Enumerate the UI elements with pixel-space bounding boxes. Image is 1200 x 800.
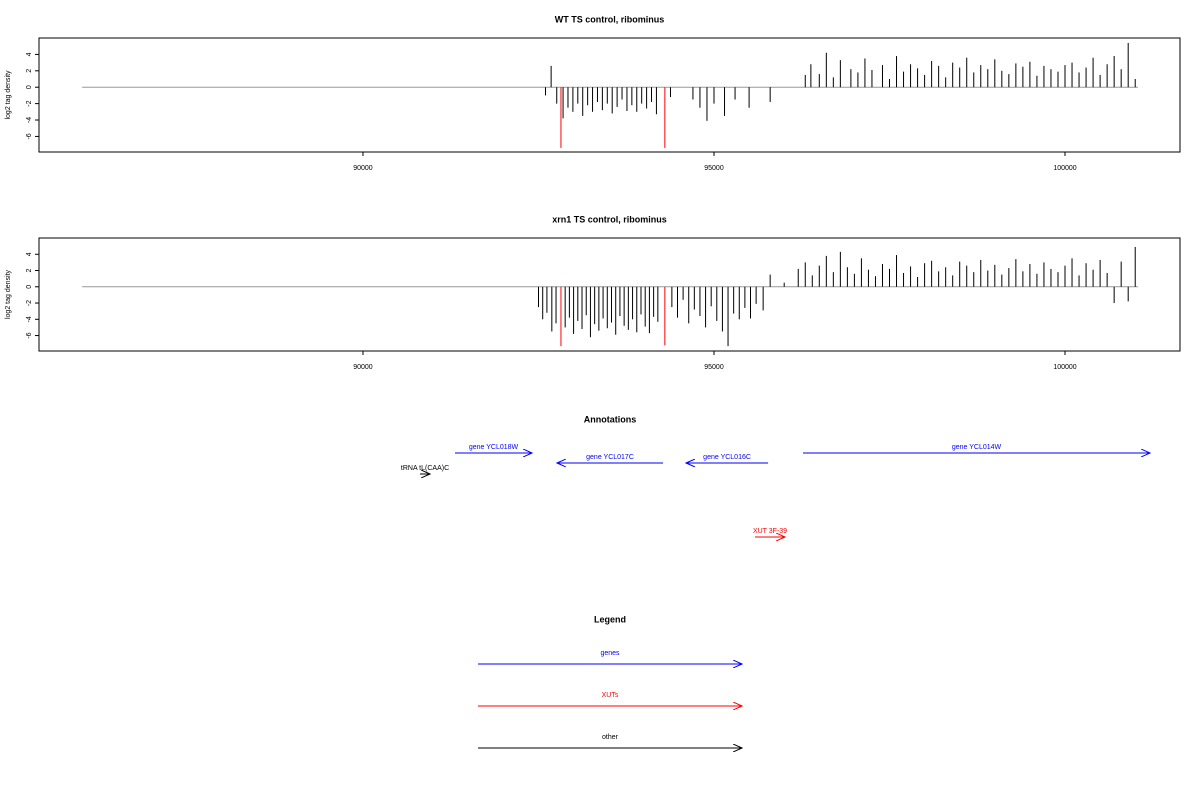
feature-label: tRNA tL(CAA)C xyxy=(401,465,449,472)
x-tick-label: 95000 xyxy=(704,165,724,172)
feature-label: XUT 3F-39 xyxy=(753,528,787,535)
chart-title: xrn1 TS control, ribominus xyxy=(552,214,667,224)
legend-label: other xyxy=(602,734,619,741)
legend-label: XUTs xyxy=(602,692,619,699)
y-tick-label: 0 xyxy=(26,285,33,289)
y-tick-label: -4 xyxy=(26,117,33,123)
y-tick-label: -2 xyxy=(26,100,33,106)
y-axis-label: log2 tag density xyxy=(5,269,12,319)
y-tick-label: -6 xyxy=(26,332,33,338)
legend-label: genes xyxy=(600,650,620,657)
legend-title: Legend xyxy=(594,614,626,624)
x-tick-label: 100000 xyxy=(1053,165,1076,172)
y-tick-label: -6 xyxy=(26,133,33,139)
y-tick-label: 4 xyxy=(26,52,33,56)
x-tick-label: 90000 xyxy=(353,165,373,172)
y-tick-label: 0 xyxy=(26,85,33,89)
plot-frame xyxy=(38,237,1181,352)
annotations-title: Annotations xyxy=(584,414,637,424)
plot-frame xyxy=(38,37,1181,153)
y-tick-label: -4 xyxy=(26,316,33,322)
feature-label: gene YCL016C xyxy=(703,454,751,461)
y-tick-label: 4 xyxy=(26,252,33,256)
y-tick-label: -2 xyxy=(26,300,33,306)
x-tick-label: 95000 xyxy=(704,364,724,371)
y-axis-label: log2 tag density xyxy=(5,70,12,120)
feature-label: gene YCL017C xyxy=(586,454,634,461)
x-tick-label: 90000 xyxy=(353,364,373,371)
feature-label: gene YCL014W xyxy=(952,444,1002,451)
y-tick-label: 2 xyxy=(26,69,33,73)
feature-label: gene YCL018W xyxy=(469,444,519,451)
x-tick-label: 100000 xyxy=(1053,364,1076,371)
chart-title: WT TS control, ribominus xyxy=(555,14,665,24)
y-tick-label: 2 xyxy=(26,268,33,272)
